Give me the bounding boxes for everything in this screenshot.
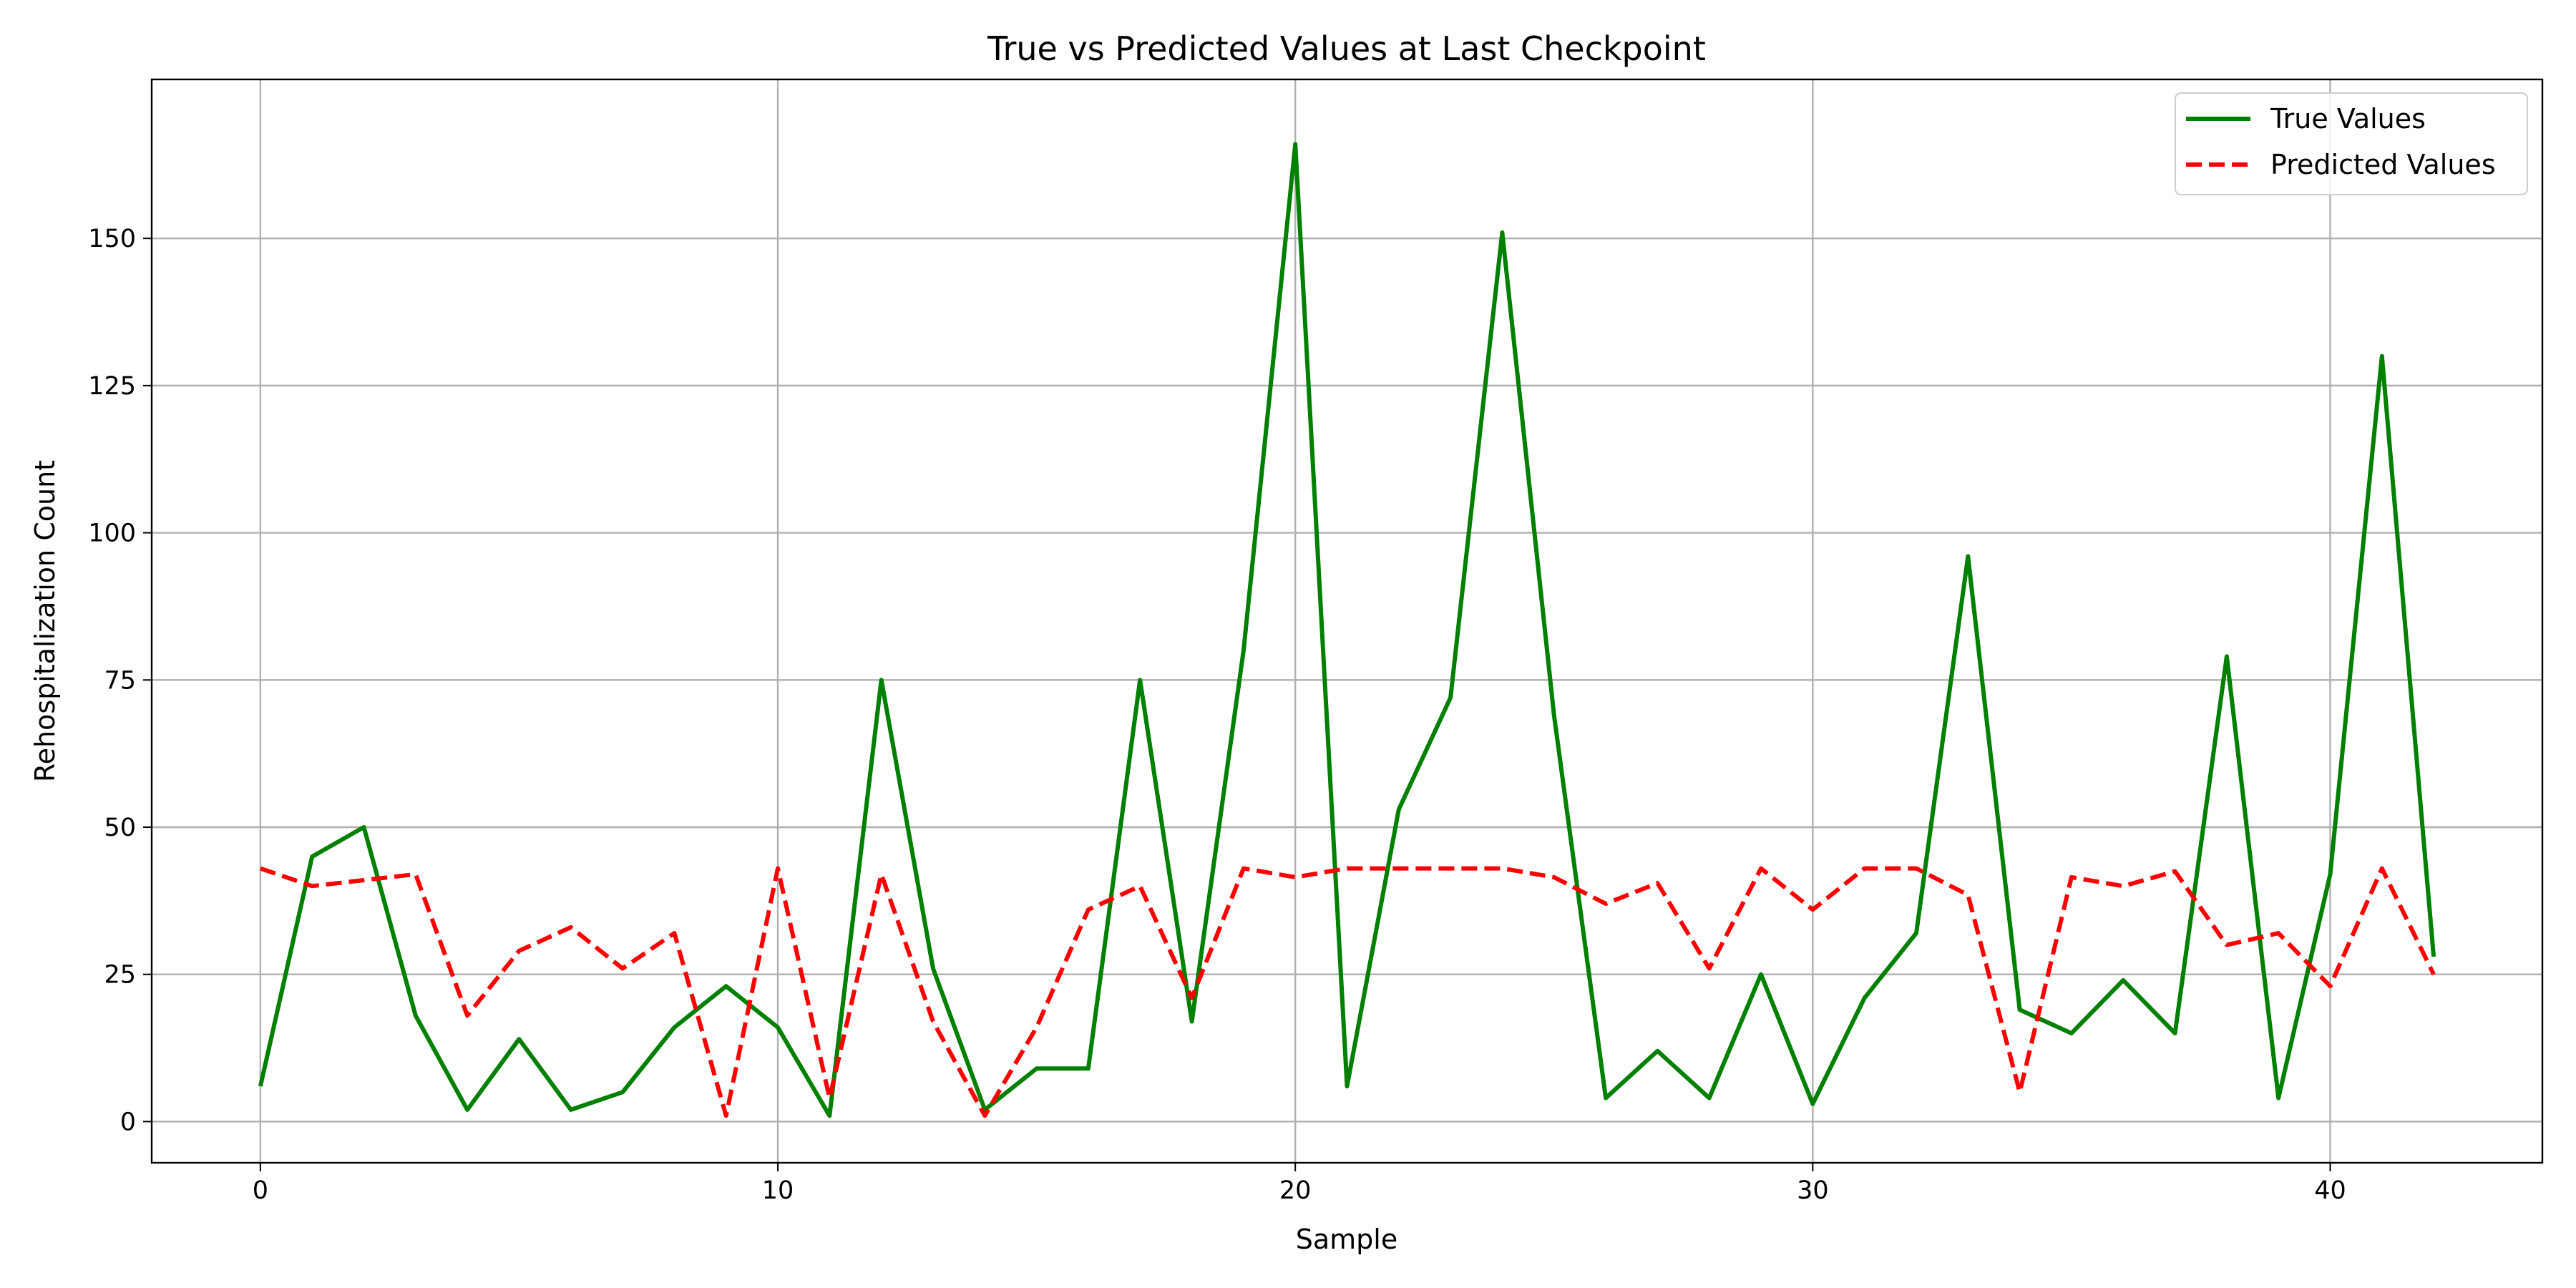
legend: True Values Predicted Values	[2175, 92, 2528, 195]
x-axis-label: Sample	[1296, 1224, 1397, 1255]
y-tick-label: 0	[120, 1108, 136, 1136]
x-tick-label: 10	[762, 1176, 794, 1205]
x-tick-label: 0	[253, 1176, 268, 1205]
y-axis: 0 25 50 75 100 125 150	[88, 225, 152, 1136]
series-line-true-values	[258, 142, 2436, 1118]
plot-frame	[150, 78, 2544, 1164]
y-tick-label: 75	[104, 666, 136, 695]
x-axis: 0 10 20 30 40	[253, 1163, 2346, 1205]
legend-label-predicted-values: Predicted Values	[2270, 149, 2496, 180]
y-axis-label: Rehospitalization Count	[29, 460, 61, 782]
chart-title: True vs Predicted Values at Last Checkpo…	[987, 29, 1706, 68]
x-tick-label: 40	[2314, 1176, 2346, 1205]
y-tick-label: 25	[104, 961, 136, 990]
series-line-predicted-values	[259, 866, 2436, 1118]
grid	[152, 79, 2542, 1163]
y-tick-label: 100	[88, 519, 136, 548]
y-tick-label: 150	[88, 225, 136, 253]
series-layer	[258, 142, 2436, 1118]
legend-box	[2175, 92, 2528, 195]
legend-label-true-values: True Values	[2270, 103, 2426, 135]
x-tick-label: 20	[1279, 1176, 1312, 1205]
y-tick-label: 50	[104, 814, 136, 842]
y-tick-label: 125	[88, 372, 136, 401]
x-tick-label: 30	[1797, 1176, 1829, 1205]
